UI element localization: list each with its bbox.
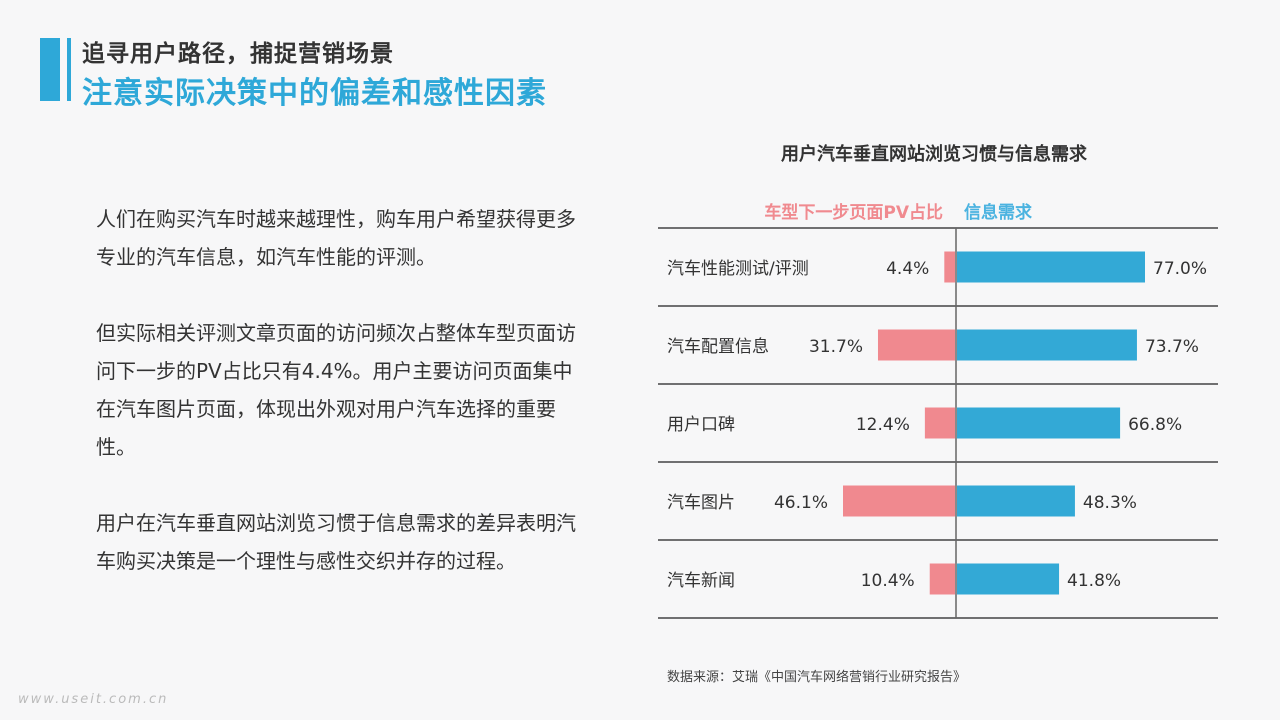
category-label: 汽车图片 — [667, 493, 735, 513]
info-demand-bar — [957, 329, 1137, 361]
header-accent-line — [67, 38, 71, 101]
pv-share-bar — [944, 251, 955, 283]
info-demand-bar — [957, 563, 1060, 595]
watermark: www.useit.com.cn — [18, 692, 169, 707]
pv-share-label: 46.1% — [774, 493, 828, 513]
pv-share-label: 4.4% — [886, 259, 929, 279]
pv-share-bar — [877, 329, 955, 361]
info-demand-bar — [957, 251, 1145, 283]
pv-share-bar — [843, 485, 955, 517]
paragraph-1: 人们在购买汽车时越来越理性，购车用户希望获得更多专业的汽车信息，如汽车性能的评测… — [96, 207, 576, 269]
paragraph-3: 用户在汽车垂直网站浏览习惯于信息需求的差异表明汽车购买决策是一个理性与感性交织并… — [96, 511, 576, 573]
source-note: 数据来源：艾瑞《中国汽车网络营销行业研究报告》 — [667, 670, 967, 685]
info-demand-bar — [957, 485, 1075, 517]
info-demand-label: 66.8% — [1128, 415, 1182, 435]
pv-share-label: 31.7% — [809, 337, 863, 357]
info-demand-label: 77.0% — [1153, 259, 1207, 279]
category-label: 汽车新闻 — [667, 571, 735, 591]
info-demand-label: 48.3% — [1083, 493, 1137, 513]
category-label: 汽车性能测试/评测 — [667, 259, 809, 279]
info-demand-label: 73.7% — [1145, 337, 1199, 357]
paragraph-2: 但实际相关评测文章页面的访问频次占整体车型页面访问下一步的PV占比只有4.4%。… — [96, 321, 576, 459]
legend-info-demand: 信息需求 — [964, 203, 1032, 223]
category-label: 汽车配置信息 — [667, 337, 769, 357]
header-accent-bar — [40, 38, 60, 101]
category-label: 用户口碑 — [667, 415, 735, 435]
info-demand-label: 41.8% — [1067, 571, 1121, 591]
page-title: 注意实际决策中的偏差和感性因素 — [82, 76, 547, 111]
legend-pv-share: 车型下一步页面PV占比 — [764, 203, 943, 223]
pv-share-bar — [924, 407, 955, 439]
pv-share-label: 10.4% — [861, 571, 915, 591]
info-demand-bar — [957, 407, 1121, 439]
pv-share-bar — [929, 563, 955, 595]
pv-share-label: 12.4% — [856, 415, 910, 435]
body-text: 人们在购买汽车时越来越理性，购车用户希望获得更多专业的汽车信息，如汽车性能的评测… — [96, 200, 576, 618]
page-subtitle: 追寻用户路径，捕捉营销场景 — [82, 41, 394, 67]
chart-title: 用户汽车垂直网站浏览习惯与信息需求 — [781, 144, 1087, 165]
